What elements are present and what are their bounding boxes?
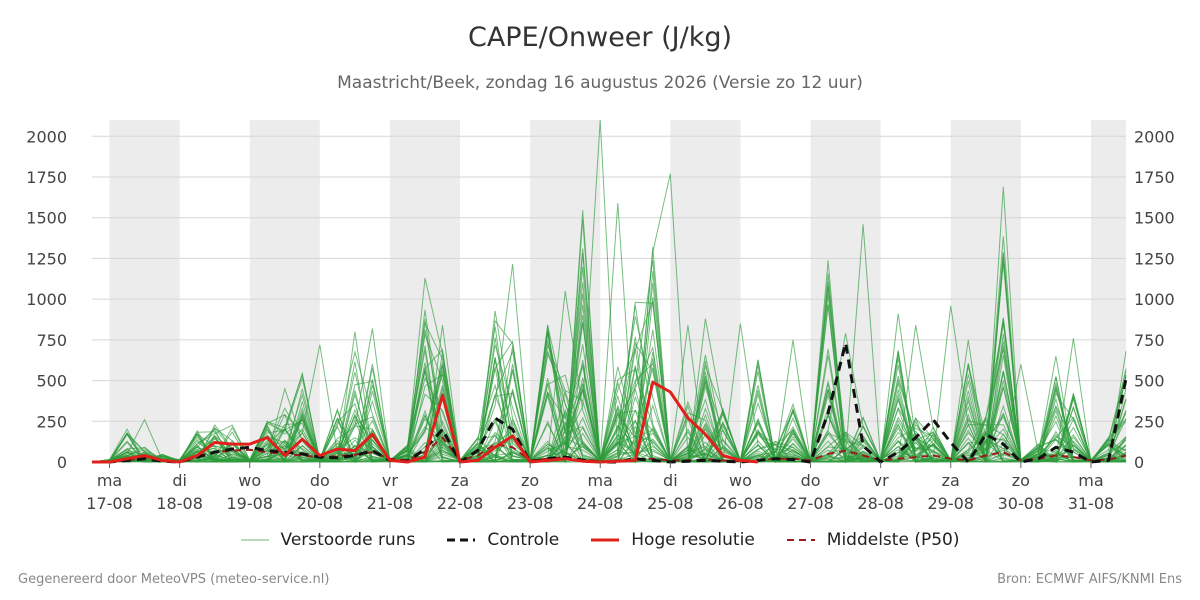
weekend-band bbox=[670, 120, 741, 462]
x-tick-weekday: ma bbox=[588, 471, 613, 490]
x-tick-weekday: di bbox=[663, 471, 678, 490]
y-tick-label-right: 750 bbox=[1134, 331, 1165, 350]
legend-swatch-control bbox=[447, 538, 476, 542]
y-tick-label-left: 0 bbox=[57, 453, 67, 472]
y-tick-label-left: 250 bbox=[36, 412, 67, 431]
legend-label-median: Middelste (P50) bbox=[826, 530, 960, 550]
x-tick-date: 22-08 bbox=[437, 494, 484, 513]
y-tick-label-left: 1500 bbox=[26, 209, 67, 228]
legend-item-control: Controle bbox=[447, 530, 559, 550]
y-tick-label-left: 750 bbox=[36, 331, 67, 350]
y-tick-label-right: 1250 bbox=[1134, 249, 1175, 268]
y-tick-label-right: 0 bbox=[1134, 453, 1144, 472]
footer-source: Bron: ECMWF AIFS/KNMI Ens bbox=[997, 572, 1182, 587]
x-tick-date: 31-08 bbox=[1068, 494, 1115, 513]
legend-swatch-perturbed bbox=[240, 539, 269, 541]
x-tick-weekday: wo bbox=[729, 471, 752, 490]
legend-item-perturbed: Verstoorde runs bbox=[240, 530, 416, 550]
chart-title: CAPE/Onweer (J/kg) bbox=[467, 22, 732, 53]
x-tick-date: 20-08 bbox=[297, 494, 344, 513]
y-tick-label-left: 1750 bbox=[26, 168, 67, 187]
x-tick-weekday: ma bbox=[97, 471, 122, 490]
y-tick-label-right: 500 bbox=[1134, 372, 1165, 391]
x-tick-date: 27-08 bbox=[787, 494, 834, 513]
y-tick-label-right: 1000 bbox=[1134, 290, 1175, 309]
x-tick-weekday: za bbox=[451, 471, 469, 490]
x-tick-date: 29-08 bbox=[927, 494, 974, 513]
legend-item-median: Middelste (P50) bbox=[786, 530, 960, 550]
x-tick-weekday: di bbox=[172, 471, 187, 490]
y-tick-label-right: 250 bbox=[1134, 412, 1165, 431]
main-series-layer bbox=[92, 341, 1128, 464]
legend-label-control: Controle bbox=[487, 530, 560, 550]
x-tick-date: 19-08 bbox=[226, 494, 273, 513]
axis-layer: 0 0 250 250 500 500 750 750 1000 1000 1250 1250 1500… bbox=[26, 127, 1174, 513]
x-tick-date: 26-08 bbox=[717, 494, 764, 513]
x-tick-date: 23-08 bbox=[507, 494, 554, 513]
perturbed-run-line bbox=[91, 337, 1127, 463]
x-tick-weekday: vr bbox=[382, 471, 398, 490]
x-tick-weekday: do bbox=[801, 471, 821, 490]
x-tick-date: 24-08 bbox=[577, 494, 624, 513]
chart-subtitle: Maastricht/Beek, zondag 16 augustus 2026… bbox=[337, 73, 863, 93]
y-tick-label-left: 500 bbox=[36, 372, 67, 391]
y-tick-label-right: 1500 bbox=[1134, 209, 1175, 228]
x-tick-weekday: do bbox=[310, 471, 330, 490]
y-tick-label-left: 1250 bbox=[26, 249, 67, 268]
x-tick-weekday: zo bbox=[1012, 471, 1030, 490]
x-tick-date: 18-08 bbox=[156, 494, 203, 513]
footer-credit: Gegenereerd door MeteoVPS (meteo-service… bbox=[18, 572, 330, 587]
legend-swatch-median bbox=[786, 539, 815, 541]
x-tick-weekday: ma bbox=[1078, 471, 1103, 490]
chart-legend: Verstoorde runs Controle Hoge resolutie … bbox=[0, 530, 1200, 550]
y-tick-label-left: 2000 bbox=[26, 127, 67, 146]
x-tick-weekday: za bbox=[942, 471, 960, 490]
x-tick-date: 21-08 bbox=[367, 494, 414, 513]
series-line-hoge-resolutie bbox=[92, 380, 759, 464]
y-tick-label-right: 1750 bbox=[1134, 168, 1175, 187]
x-tick-weekday: vr bbox=[873, 471, 889, 490]
perturbed-run-line bbox=[91, 363, 1127, 464]
x-tick-weekday: zo bbox=[521, 471, 539, 490]
y-tick-label-left: 1000 bbox=[26, 290, 67, 309]
legend-swatch-hires bbox=[591, 538, 620, 542]
series-line-middelste-p50 bbox=[92, 436, 1127, 463]
legend-label-hires: Hoge resolutie bbox=[631, 530, 755, 550]
x-tick-weekday: wo bbox=[238, 471, 261, 490]
weekend-band bbox=[109, 120, 180, 462]
x-tick-date: 30-08 bbox=[998, 494, 1045, 513]
legend-label-perturbed: Verstoorde runs bbox=[280, 530, 416, 550]
y-tick-label-right: 2000 bbox=[1134, 127, 1175, 146]
x-tick-date: 28-08 bbox=[857, 494, 904, 513]
x-tick-date: 25-08 bbox=[647, 494, 694, 513]
legend-item-hires: Hoge resolutie bbox=[591, 530, 755, 550]
x-tick-date: 17-08 bbox=[86, 494, 133, 513]
